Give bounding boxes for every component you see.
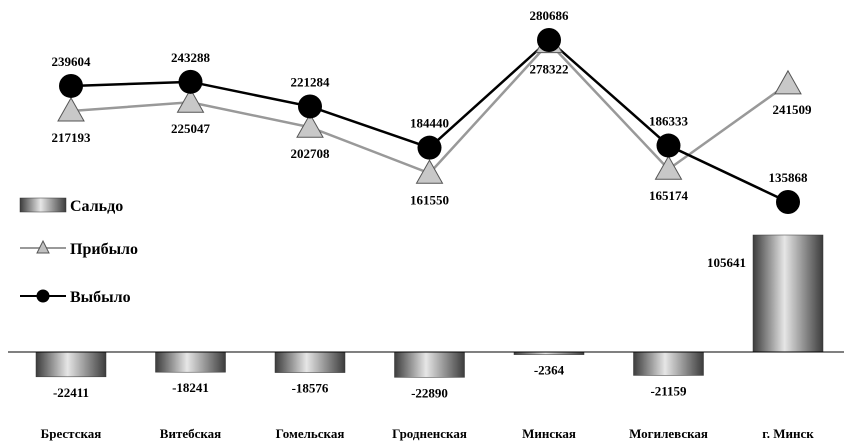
- category-label: Могилевская: [629, 426, 708, 441]
- category-label: Брестская: [41, 426, 102, 441]
- departed-point: [537, 28, 561, 52]
- bar-value-label: -22890: [411, 385, 448, 400]
- departed-point: [298, 94, 322, 119]
- departed-value-label: 243288: [171, 50, 211, 65]
- arrived-value-label: 241509: [773, 102, 813, 117]
- departed-value-label: 186333: [649, 114, 689, 129]
- arrived-value-label: 225047: [171, 121, 211, 136]
- departed-point: [417, 135, 442, 160]
- arrived-point: [176, 88, 205, 113]
- departed-point: [59, 73, 83, 98]
- departed-value-label: 184440: [410, 116, 449, 131]
- departed-value-label: 221284: [291, 74, 331, 89]
- labels-layer: -22411 -18241 -18576 -22890 -2364 -21159 10564…: [41, 8, 815, 441]
- legend-label-saldo: Сальдо: [70, 198, 123, 215]
- bar-saldo: [394, 351, 465, 378]
- category-label: г. Минск: [762, 426, 814, 441]
- departed-point: [178, 69, 203, 94]
- bar-value-label: -2364: [534, 363, 565, 378]
- arrived-point: [296, 113, 324, 138]
- arrived-point: [57, 97, 85, 122]
- category-label: Минская: [522, 426, 576, 441]
- bar-saldo: [752, 234, 824, 353]
- bar-saldo: [155, 351, 226, 373]
- arrived-value-label: 278322: [530, 62, 569, 77]
- arrived-value-label: 165174: [649, 188, 689, 203]
- bars-layer: [35, 234, 824, 378]
- arrived-point: [774, 69, 802, 95]
- legend-label-departed: Выбыло: [70, 289, 131, 306]
- arrived-value-label: 161550: [410, 192, 449, 207]
- departed-point: [776, 190, 800, 214]
- legend-circle-icon: [36, 289, 50, 303]
- category-label: Витебская: [160, 426, 221, 441]
- bar-value-label: 105641: [707, 255, 746, 270]
- bar-saldo: [633, 351, 704, 376]
- category-label: Гродненская: [392, 426, 467, 441]
- legend-triangle-icon: [36, 239, 50, 254]
- arrived-value-label: 217193: [52, 130, 92, 145]
- legend: Сальдо Прибыло Выбыло: [19, 197, 138, 306]
- bar-value-label: -21159: [650, 383, 687, 398]
- departed-value-label: 239604: [52, 54, 92, 69]
- legend-label-arrived: Прибыло: [70, 241, 138, 258]
- legend-swatch-saldo: [19, 197, 67, 213]
- bar-value-label: -18241: [172, 380, 209, 395]
- bar-saldo: [274, 351, 346, 373]
- bar-value-label: -18576: [292, 381, 329, 396]
- bar-value-label: -22411: [53, 385, 89, 400]
- lines-layer: [57, 28, 802, 214]
- arrived-value-label: 202708: [291, 146, 331, 161]
- category-label: Гомельская: [276, 426, 345, 441]
- departed-point: [656, 133, 681, 158]
- arrived-point: [654, 155, 683, 180]
- bar-saldo: [35, 351, 107, 378]
- departed-value-label: 135868: [769, 170, 809, 185]
- arrived-point: [415, 159, 444, 184]
- departed-value-label: 280686: [530, 8, 570, 23]
